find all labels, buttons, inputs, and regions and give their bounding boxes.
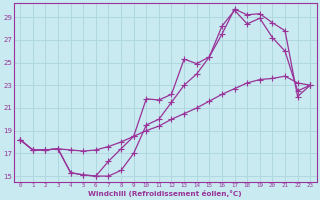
X-axis label: Windchill (Refroidissement éolien,°C): Windchill (Refroidissement éolien,°C) bbox=[88, 190, 242, 197]
